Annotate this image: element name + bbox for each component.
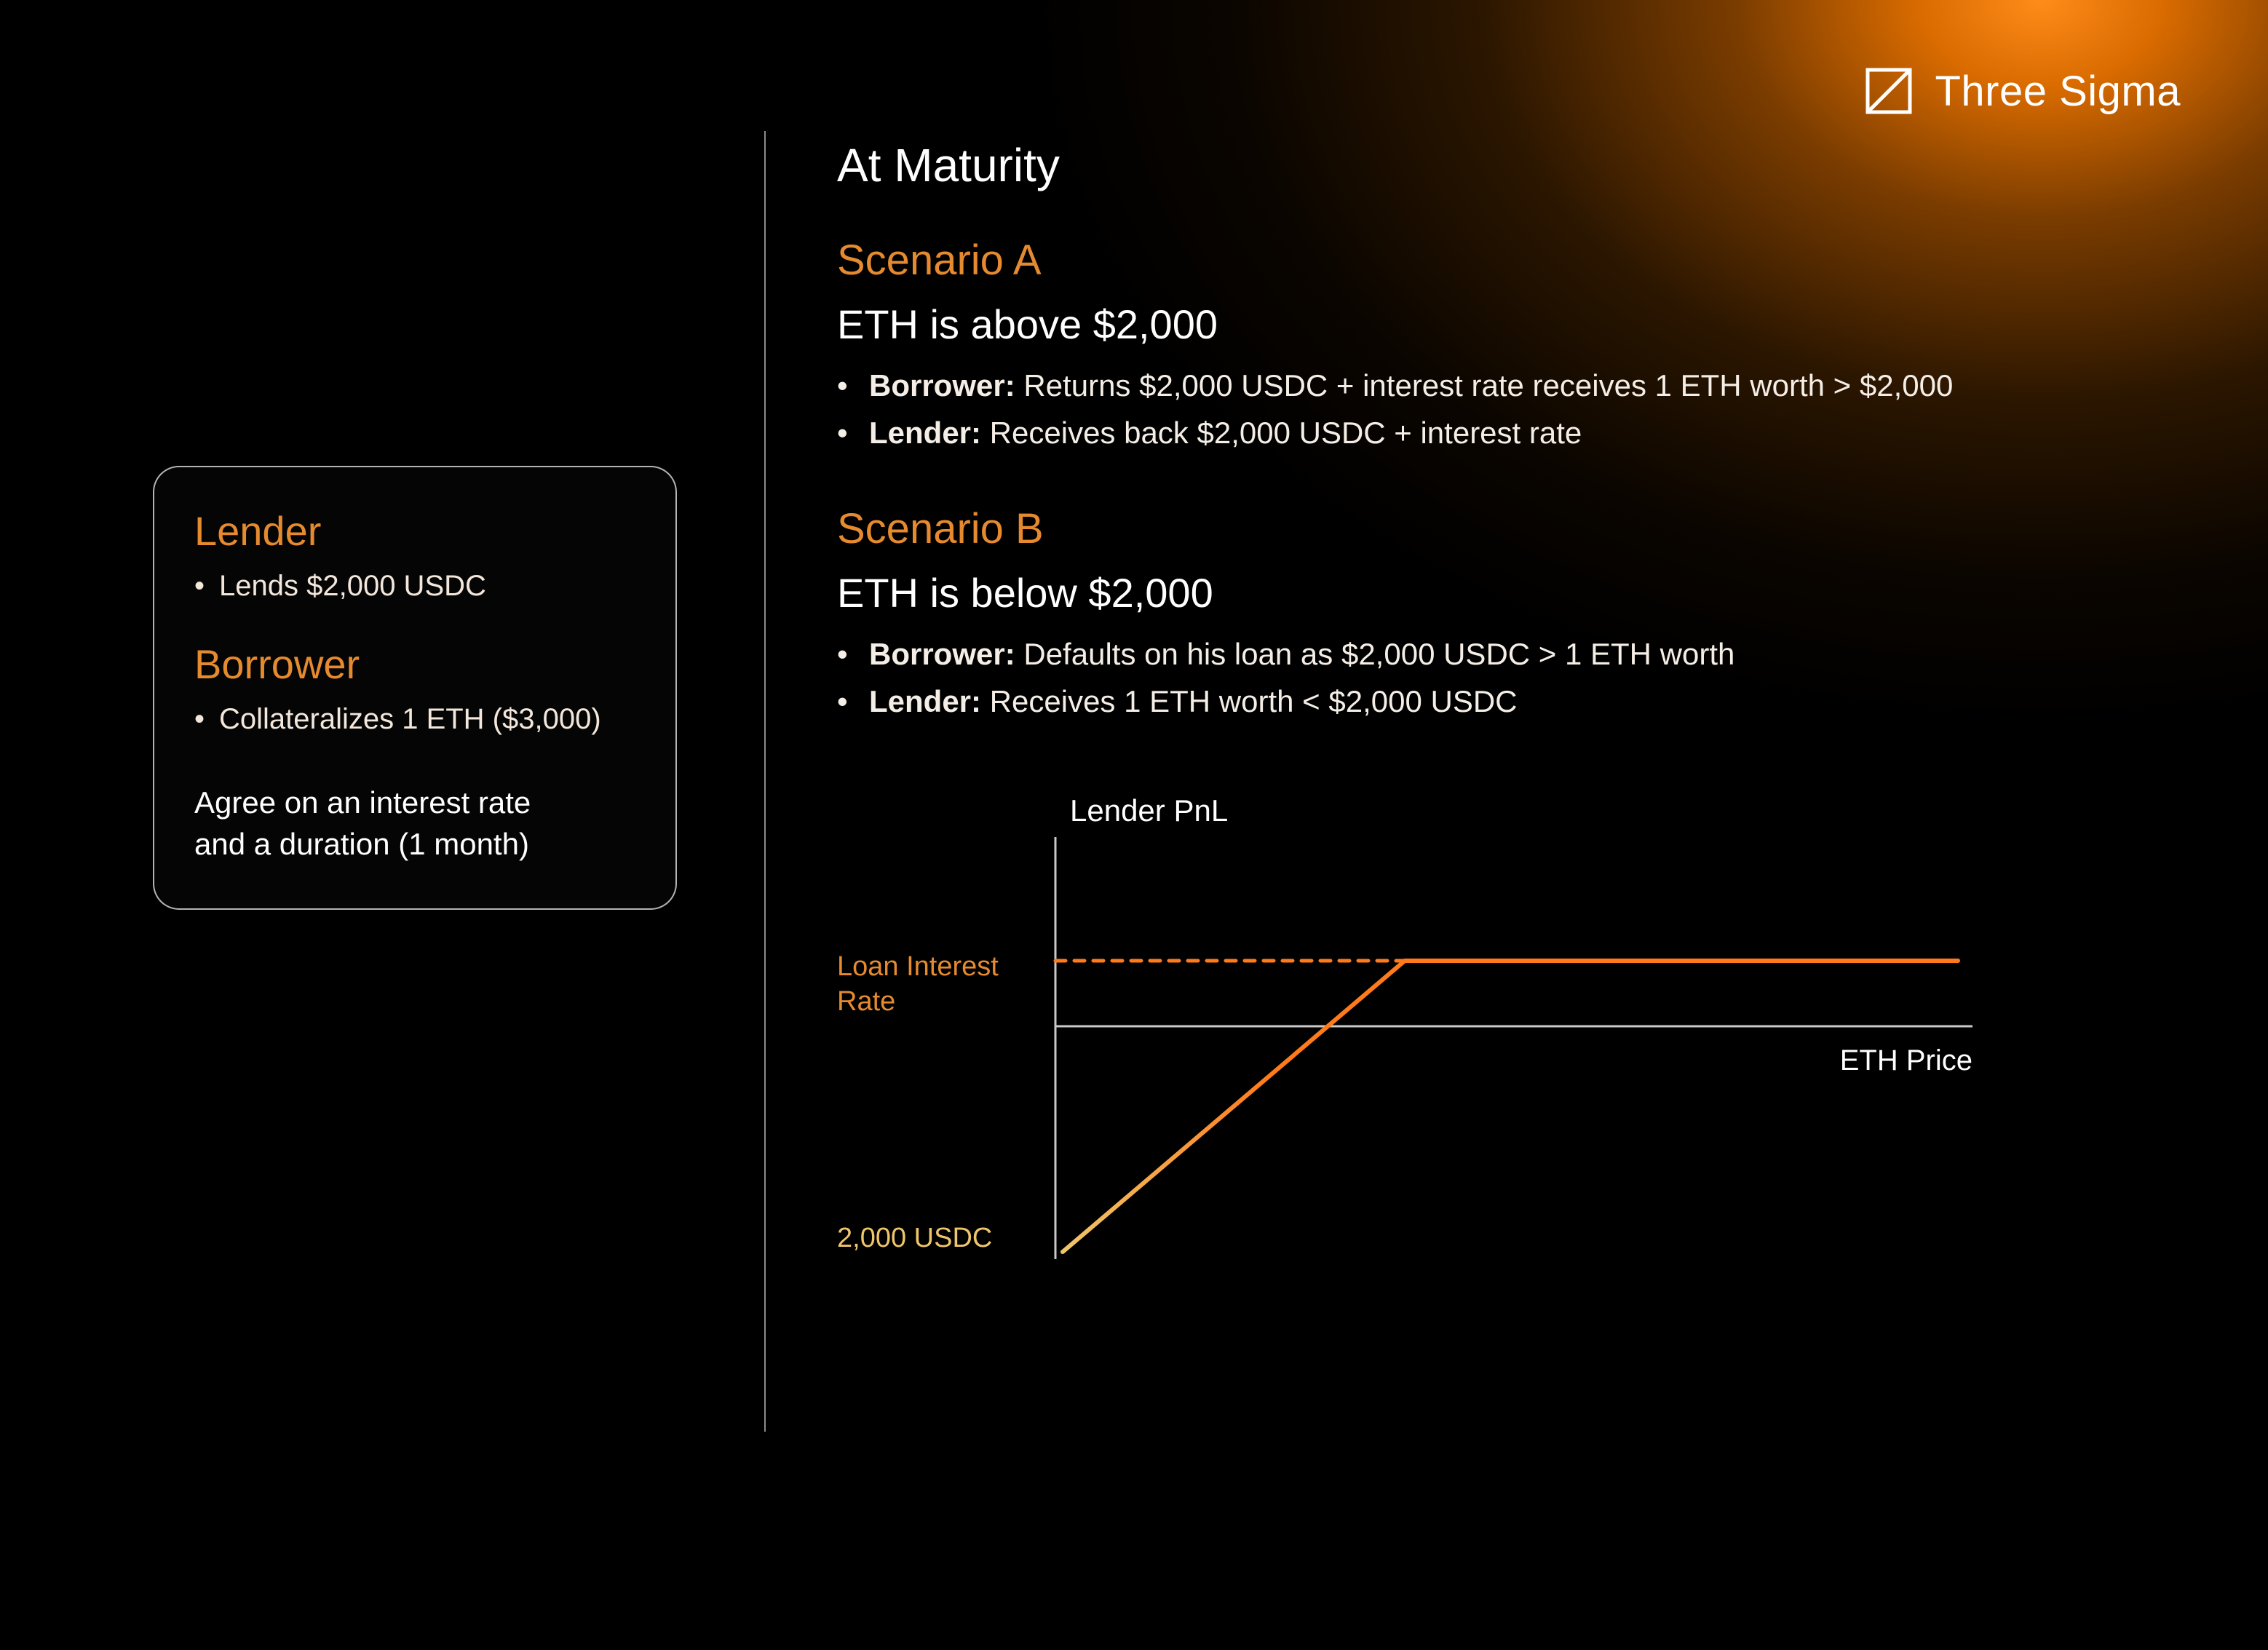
chart-y-bottom-label: 2,000 USDC <box>837 1223 992 1254</box>
brand-name: Three Sigma <box>1935 67 2181 116</box>
scenario-a-condition: ETH is above $2,000 <box>837 301 2166 348</box>
lender-bullet: Lends $2,000 USDC <box>219 566 635 606</box>
borrower-heading: Borrower <box>194 640 635 688</box>
scenario-a-label: Scenario A <box>837 236 2166 285</box>
brand-logo-icon <box>1863 66 1914 116</box>
chart-y-top-label: Loan Interest Rate <box>837 950 999 1019</box>
lender-heading: Lender <box>194 507 635 555</box>
chart-title: Lender PnL <box>1070 793 1228 828</box>
scenario-b-label: Scenario B <box>837 504 2166 553</box>
vertical-divider <box>764 131 766 1432</box>
scenario-b-bullet: Lender: Receives 1 ETH worth < $2,000 US… <box>869 681 2166 723</box>
scenario-b-condition: ETH is below $2,000 <box>837 569 2166 616</box>
borrower-bullet: Collateralizes 1 ETH ($3,000) <box>219 699 635 739</box>
scenario-a: Scenario A ETH is above $2,000 Borrower:… <box>837 236 2166 453</box>
scenario-a-bullet: Lender: Receives back $2,000 USDC + inte… <box>869 413 2166 454</box>
setup-card: Lender Lends $2,000 USDC Borrower Collat… <box>153 466 677 910</box>
scenario-b: Scenario B ETH is below $2,000 Borrower:… <box>837 504 2166 722</box>
at-maturity-heading: At Maturity <box>837 138 2166 192</box>
scenario-b-bullet: Borrower: Defaults on his loan as $2,000… <box>869 634 2166 675</box>
chart-x-label: ETH Price <box>1840 1044 1972 1077</box>
lender-pnl-chart: Lender PnL Loan Interest Rate 2,000 USDC… <box>837 793 1972 1317</box>
agreement-text: Agree on an interest rate and a duration… <box>194 782 635 865</box>
scenario-a-bullet: Borrower: Returns $2,000 USDC + interest… <box>869 365 2166 407</box>
